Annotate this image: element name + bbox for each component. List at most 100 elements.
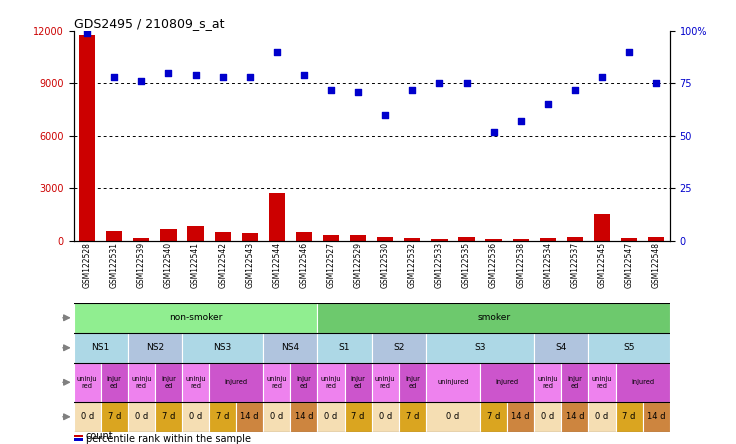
Text: 14 d: 14 d: [294, 412, 314, 421]
Text: percentile rank within the sample: percentile rank within the sample: [85, 435, 250, 444]
Text: 14 d: 14 d: [241, 412, 259, 421]
Text: 0 d: 0 d: [189, 412, 202, 421]
Bar: [263, 333, 317, 363]
Text: 0 d: 0 d: [325, 412, 338, 421]
Bar: [74, 303, 317, 333]
Bar: [263, 402, 291, 432]
Point: [216, 74, 228, 81]
Text: 7 d: 7 d: [352, 412, 365, 421]
Bar: [269, 194, 285, 241]
Bar: [589, 402, 615, 432]
Text: 0 d: 0 d: [80, 412, 93, 421]
Point: [81, 30, 93, 37]
Bar: [615, 363, 670, 402]
Bar: [426, 402, 480, 432]
Bar: [128, 333, 182, 363]
Bar: [377, 237, 393, 241]
Point: [542, 101, 553, 108]
Bar: [507, 402, 534, 432]
Text: 14 d: 14 d: [647, 412, 665, 421]
Text: smoker: smoker: [477, 313, 510, 322]
Bar: [128, 402, 155, 432]
Point: [298, 71, 310, 79]
Bar: [372, 363, 399, 402]
Bar: [209, 402, 236, 432]
Point: [244, 74, 255, 81]
Point: [434, 80, 445, 87]
Bar: [296, 232, 312, 241]
Point: [271, 48, 283, 56]
Text: 7 d: 7 d: [623, 412, 636, 421]
Bar: [133, 238, 149, 241]
Bar: [106, 231, 122, 241]
Bar: [426, 363, 480, 402]
Text: 7 d: 7 d: [487, 412, 500, 421]
Point: [325, 86, 337, 93]
Bar: [399, 363, 426, 402]
Bar: [74, 363, 101, 402]
Text: uninju
red: uninju red: [375, 376, 395, 388]
Bar: [344, 402, 372, 432]
Point: [190, 71, 202, 79]
Point: [353, 88, 364, 95]
Bar: [534, 363, 562, 402]
Point: [623, 48, 635, 56]
Text: S4: S4: [556, 343, 567, 352]
Point: [596, 74, 608, 81]
Point: [569, 86, 581, 93]
Bar: [615, 402, 643, 432]
Bar: [209, 363, 263, 402]
Bar: [155, 402, 182, 432]
Point: [135, 78, 147, 85]
Text: injured: injured: [495, 379, 519, 385]
Point: [488, 128, 500, 135]
Text: 7 d: 7 d: [216, 412, 230, 421]
Text: 0 d: 0 d: [135, 412, 148, 421]
Bar: [480, 402, 507, 432]
Text: 7 d: 7 d: [406, 412, 419, 421]
Text: S1: S1: [339, 343, 350, 352]
Text: uninju
red: uninju red: [592, 376, 612, 388]
Text: uninju
red: uninju red: [131, 376, 152, 388]
Point: [515, 118, 527, 125]
Bar: [399, 402, 426, 432]
Bar: [128, 363, 155, 402]
Bar: [431, 239, 447, 241]
Bar: [344, 363, 372, 402]
Text: injur
ed: injur ed: [350, 376, 366, 388]
Bar: [182, 333, 263, 363]
Bar: [323, 234, 339, 241]
Text: injur
ed: injur ed: [405, 376, 420, 388]
Bar: [317, 363, 344, 402]
Text: non-smoker: non-smoker: [169, 313, 222, 322]
Text: 14 d: 14 d: [512, 412, 530, 421]
Bar: [74, 333, 128, 363]
Bar: [539, 238, 556, 241]
Bar: [182, 363, 209, 402]
Text: uninjured: uninjured: [437, 379, 469, 385]
Point: [163, 69, 174, 76]
Text: count: count: [85, 431, 113, 441]
Bar: [241, 233, 258, 241]
Text: uninju
red: uninju red: [77, 376, 97, 388]
Bar: [188, 226, 204, 241]
Text: injur
ed: injur ed: [107, 376, 121, 388]
Text: 7 d: 7 d: [107, 412, 121, 421]
Bar: [534, 333, 589, 363]
Text: 0 d: 0 d: [595, 412, 609, 421]
Bar: [160, 229, 177, 241]
Text: GDS2495 / 210809_s_at: GDS2495 / 210809_s_at: [74, 17, 224, 30]
Text: uninju
red: uninju red: [185, 376, 206, 388]
Point: [406, 86, 418, 93]
Bar: [236, 402, 263, 432]
Bar: [643, 402, 670, 432]
Bar: [291, 402, 317, 432]
Bar: [562, 363, 589, 402]
Text: NS4: NS4: [281, 343, 300, 352]
Text: uninju
red: uninju red: [537, 376, 558, 388]
Bar: [182, 402, 209, 432]
Bar: [372, 333, 426, 363]
Text: NS3: NS3: [213, 343, 232, 352]
Point: [461, 80, 473, 87]
Bar: [534, 402, 562, 432]
